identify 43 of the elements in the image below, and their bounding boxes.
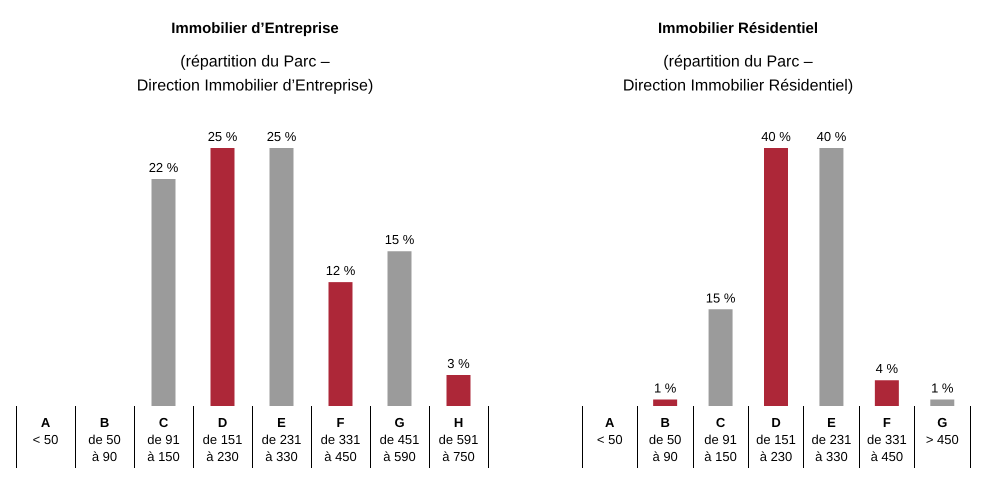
x-tick-label: C de 91 à 150: [147, 415, 180, 464]
bar: [388, 251, 412, 406]
data-label: 22 %: [148, 160, 179, 175]
x-tick-label: E de 231 à 330: [262, 415, 302, 464]
bar: [210, 148, 234, 406]
x-tick-label: A < 50: [32, 415, 58, 447]
x-tick-label: D de 151 à 230: [756, 415, 796, 464]
chart-subtitle: (répartition du Parc – Direction Immobilier d’Entreprise): [136, 54, 374, 94]
bar: [270, 148, 294, 406]
x-tick-label: A < 50: [596, 415, 623, 447]
data-label: 15 %: [384, 232, 415, 248]
x-tick-label: C de 91 à 150: [704, 415, 737, 464]
data-label: 15 %: [706, 290, 736, 306]
data-label: 4 %: [876, 361, 898, 376]
data-label: 12 %: [326, 263, 356, 278]
chart-title: Immobilier Résidentiel: [658, 20, 818, 37]
data-label: 25 %: [208, 129, 238, 144]
bar: [764, 148, 788, 406]
bar: [708, 309, 733, 406]
x-tick-label: D de 151 à 230: [202, 415, 242, 464]
bar: [874, 380, 899, 406]
data-label: 1 %: [654, 380, 677, 396]
chart-title: Immobilier d’Entreprise: [171, 20, 339, 37]
data-label: 25 %: [266, 129, 297, 144]
x-tick-label: F de 331 à 450: [320, 415, 360, 464]
x-tick-label: H de 591 à 750: [438, 415, 478, 464]
x-tick-label: G > 450: [926, 415, 959, 447]
x-tick-label: B de 50 à 90: [648, 415, 682, 464]
data-label: 40 %: [761, 129, 792, 144]
bar: [819, 148, 844, 406]
bar: [152, 178, 176, 406]
chart-subtitle: (répartition du Parc – Direction Immobilier Résidentiel): [622, 54, 854, 94]
x-tick-label: E de 231 à 330: [812, 415, 852, 464]
bar: [653, 400, 678, 406]
bar: [930, 400, 954, 406]
data-label: 3 %: [447, 356, 470, 372]
x-tick-label: G de 451 à 590: [380, 415, 420, 464]
data-label: 40 %: [816, 129, 847, 144]
bar: [328, 282, 352, 406]
x-tick-label: B de 50 à 90: [88, 415, 121, 464]
x-tick-label: F de 331 à 450: [866, 415, 907, 464]
bar: [446, 375, 470, 406]
data-label: 1 %: [931, 380, 954, 396]
